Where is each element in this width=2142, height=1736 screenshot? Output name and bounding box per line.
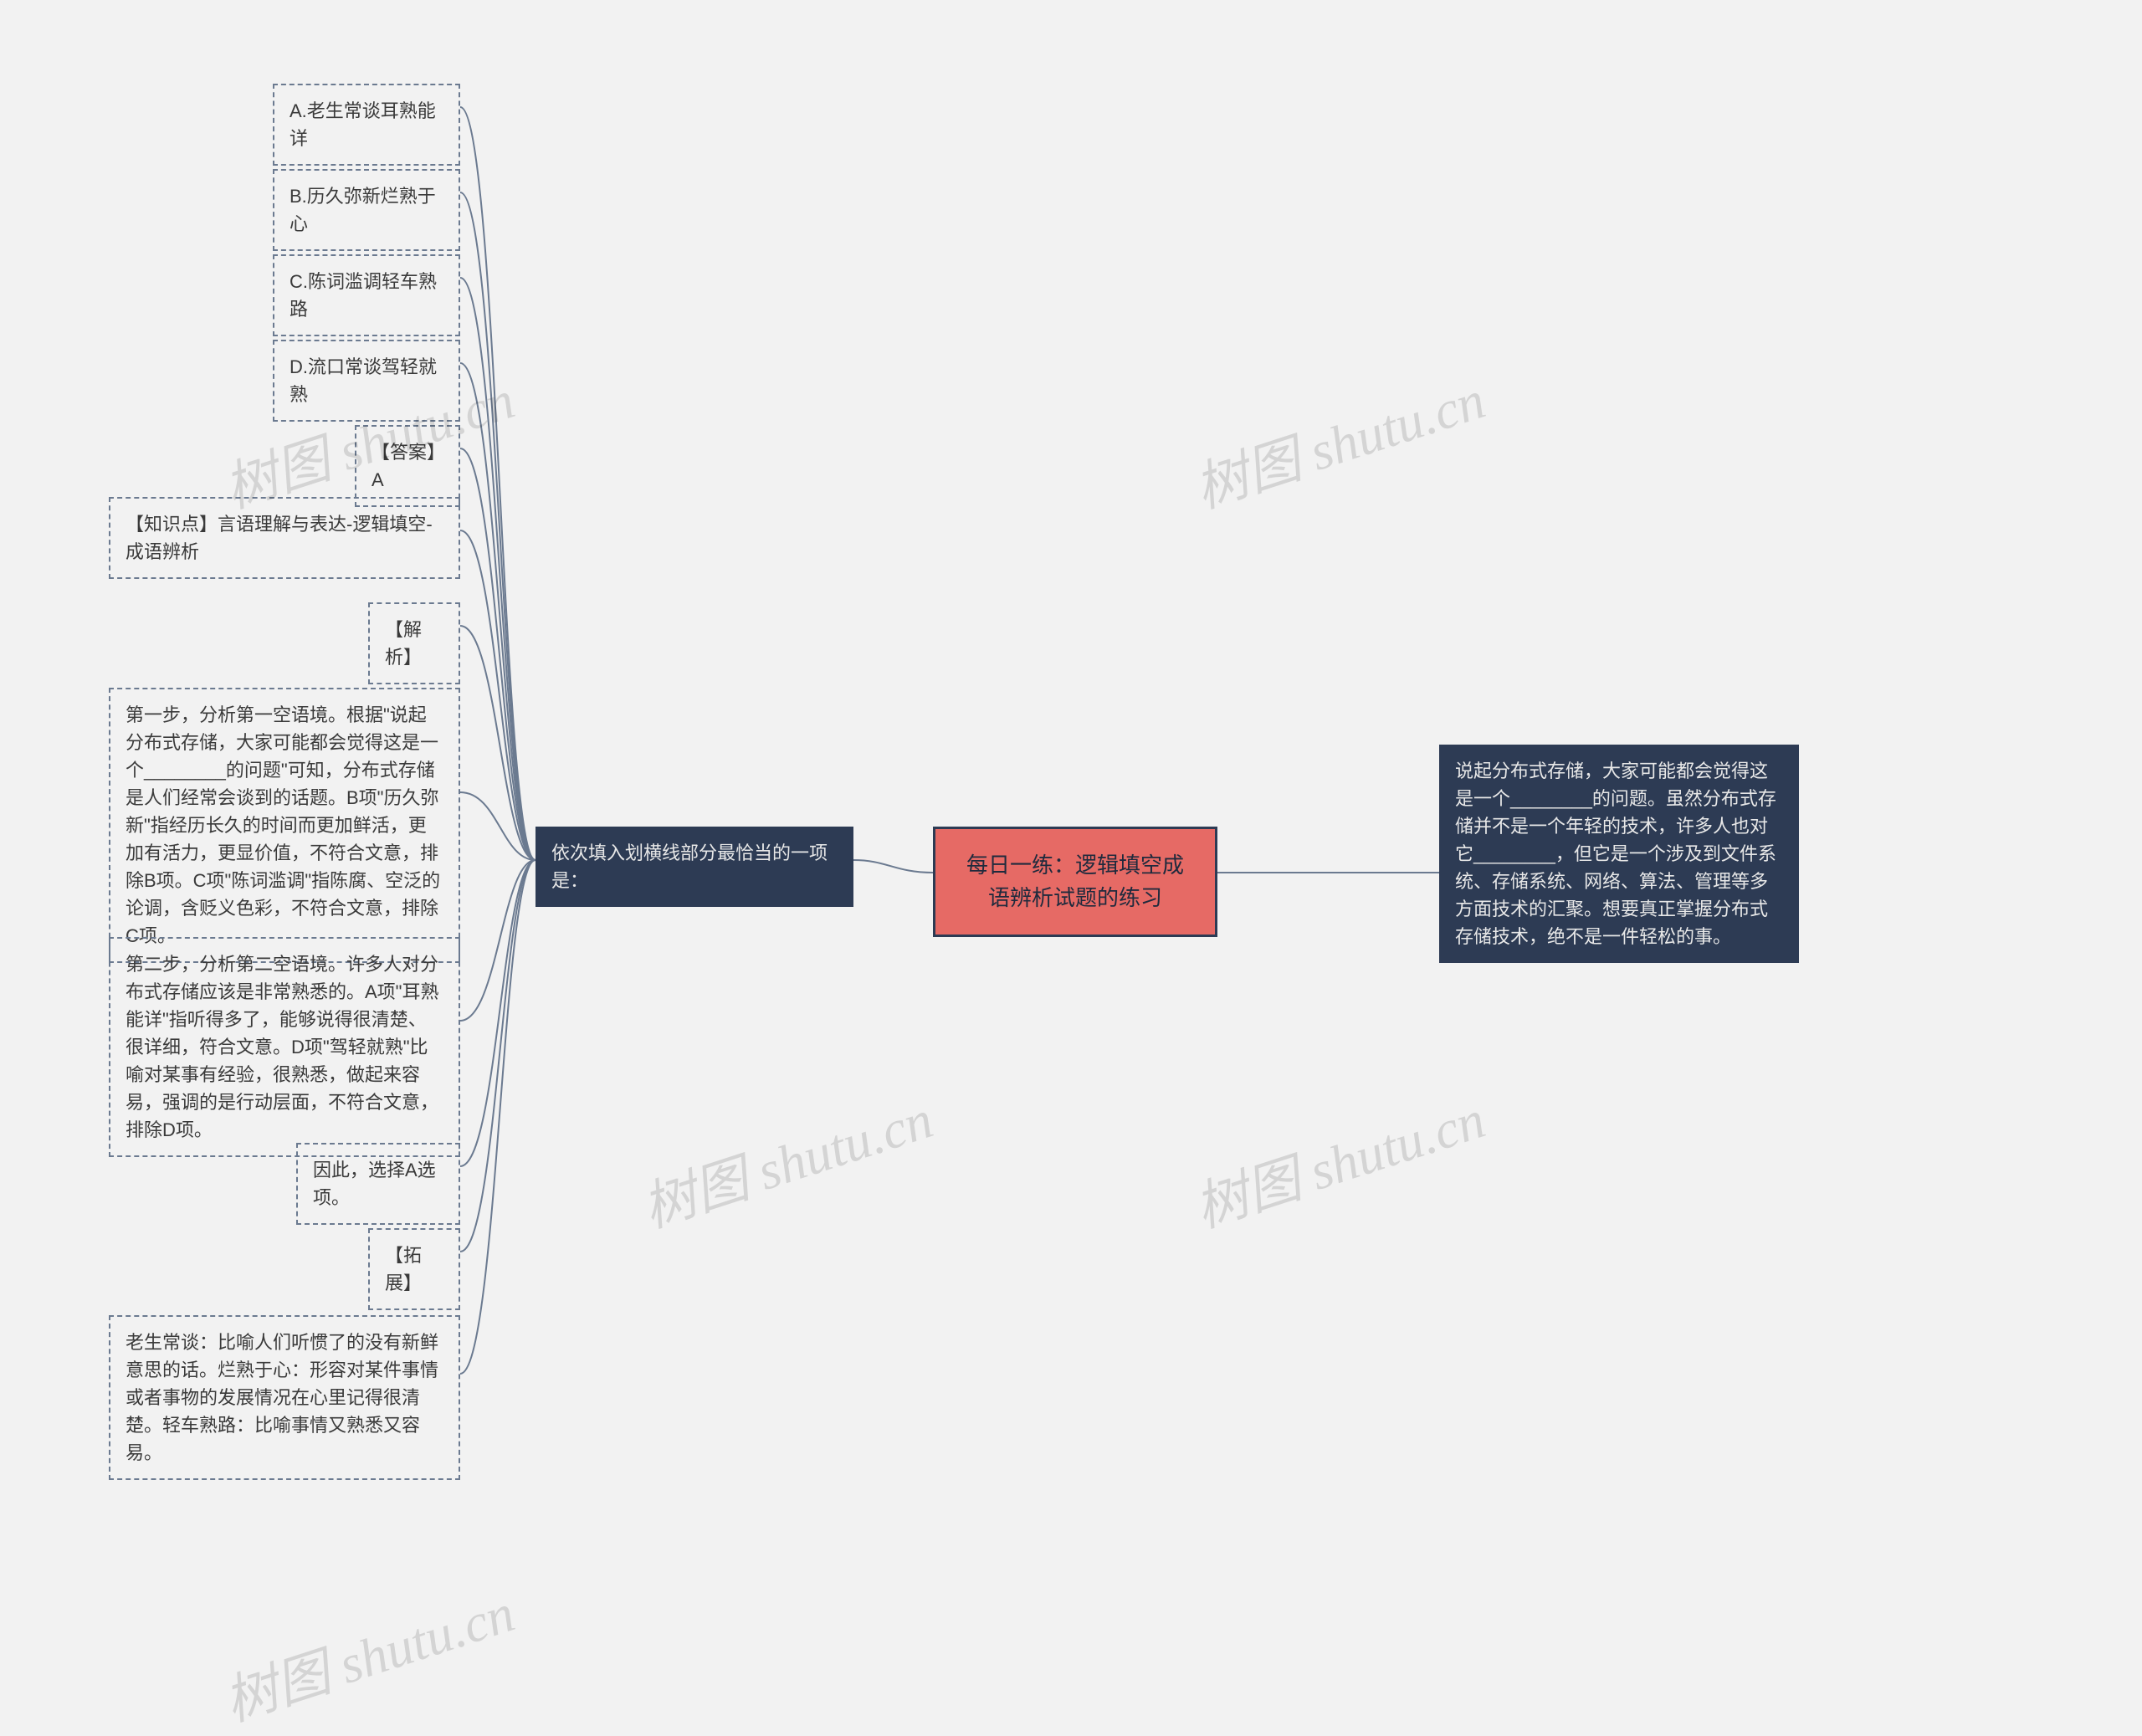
knowledge-node[interactable]: 【知识点】言语理解与表达-逻辑填空-成语辨析 [109, 497, 460, 579]
analysis-header[interactable]: 【解析】 [368, 602, 460, 684]
therefore-node[interactable]: 因此，选择A选项。 [296, 1143, 460, 1225]
answer-node[interactable]: 【答案】A [355, 425, 460, 507]
extension-header[interactable]: 【拓展】 [368, 1228, 460, 1310]
mindmap-canvas: 每日一练：逻辑填空成语辨析试题的练习 说起分布式存储，大家可能都会觉得这是一个_… [0, 0, 2142, 1699]
option-b[interactable]: B.历久弥新烂熟于心 [273, 169, 460, 251]
option-c[interactable]: C.陈词滥调轻车熟路 [273, 254, 460, 336]
question-passage[interactable]: 说起分布式存储，大家可能都会觉得这是一个________的问题。虽然分布式存储并… [1439, 745, 1799, 963]
extension-body[interactable]: 老生常谈：比喻人们听惯了的没有新鲜意思的话。烂熟于心：形容对某件事情或者事物的发… [109, 1315, 460, 1480]
watermark: 树图 shutu.cn [1184, 357, 1494, 523]
analysis-step2[interactable]: 第二步，分析第二空语境。许多人对分布式存储应该是非常熟悉的。A项"耳熟能详"指听… [109, 937, 460, 1157]
option-a[interactable]: A.老生常谈耳熟能详 [273, 84, 460, 166]
question-stem[interactable]: 依次填入划横线部分最恰当的一项是： [536, 827, 853, 907]
center-node[interactable]: 每日一练：逻辑填空成语辨析试题的练习 [933, 827, 1217, 937]
analysis-step1[interactable]: 第一步，分析第一空语境。根据"说起分布式存储，大家可能都会觉得这是一个_____… [109, 688, 460, 963]
watermark: 树图 shutu.cn [1184, 1077, 1494, 1242]
option-d[interactable]: D.流口常谈驾轻就熟 [273, 340, 460, 422]
watermark: 树图 shutu.cn [632, 1077, 941, 1242]
watermark: 树图 shutu.cn [213, 1570, 523, 1736]
